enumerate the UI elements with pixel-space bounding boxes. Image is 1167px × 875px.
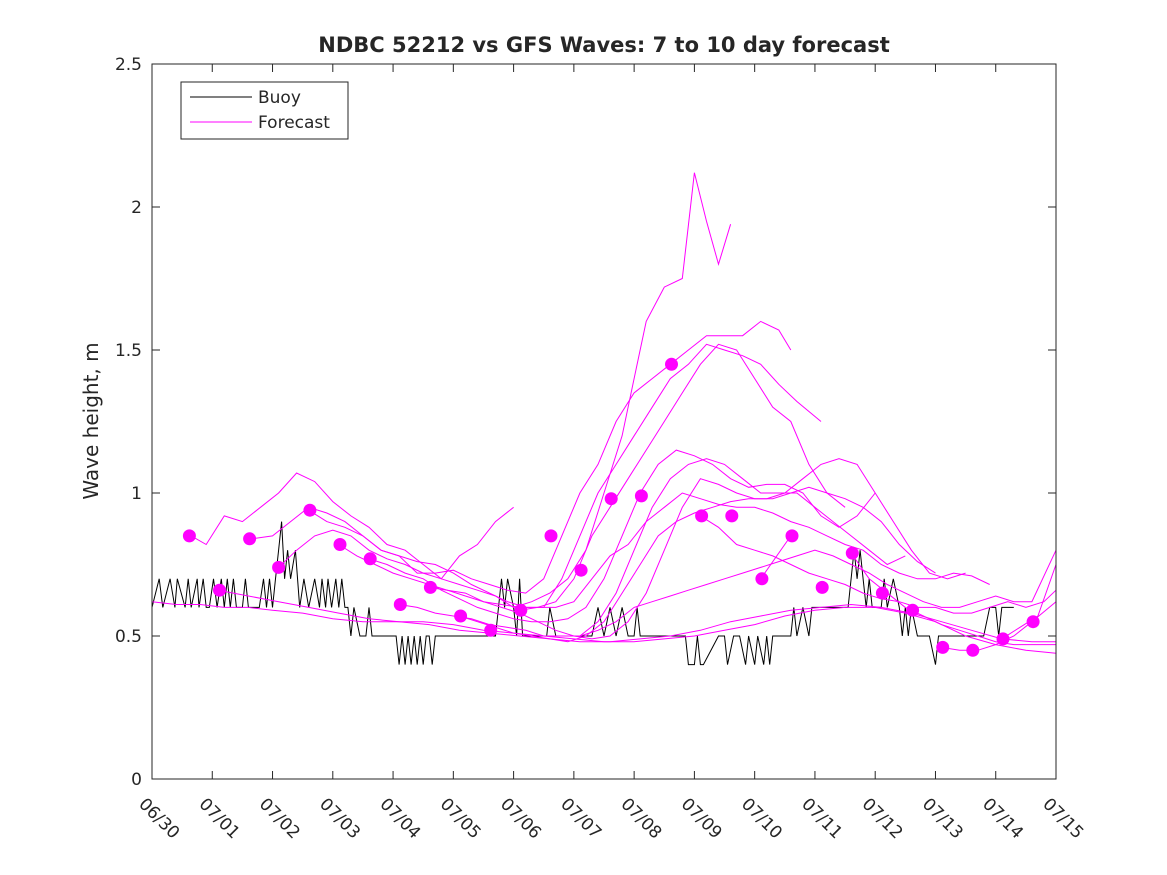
forecast-line-6 [338, 343, 846, 608]
forecast-points [182, 357, 1040, 657]
forecast-point-15 [634, 489, 648, 503]
forecast-point-19 [755, 572, 769, 586]
axes-box [151, 63, 1057, 780]
y-tick-label: 0 [131, 770, 142, 790]
forecast-point-17 [695, 509, 709, 523]
forecast-point-6 [363, 552, 377, 566]
forecast-point-3 [272, 560, 286, 574]
y-tick-label: 2.5 [115, 55, 142, 75]
forecast-line-5 [308, 343, 822, 608]
forecast-point-16 [665, 357, 678, 371]
y-tick-label: 0.5 [115, 627, 142, 647]
chart-title: NDBC 52212 vs GFS Waves: 7 to 10 day for… [318, 33, 889, 57]
plot-area [151, 63, 1057, 780]
forecast-point-10 [484, 623, 498, 637]
forecast-point-13 [574, 563, 588, 577]
forecast-line-14 [760, 535, 792, 580]
forecast-point-25 [936, 640, 950, 654]
forecast-line-2 [190, 472, 514, 580]
forecast-point-11 [514, 603, 528, 617]
legend-buoy-label: Buoy [258, 88, 301, 108]
y-tick-label: 1.5 [115, 341, 142, 361]
forecast-line-3 [251, 320, 792, 594]
legend: Buoy Forecast [180, 81, 349, 140]
forecast-point-21 [815, 580, 829, 594]
forecast-line-8 [399, 458, 906, 637]
forecast-point-5 [333, 538, 347, 551]
forecast-point-9 [454, 609, 468, 623]
legend-box [180, 81, 349, 140]
forecast-point-23 [875, 586, 889, 600]
forecast-point-1 [213, 583, 226, 597]
forecast-point-27 [996, 632, 1010, 646]
forecast-line-9 [429, 478, 936, 640]
y-tick-label: 1 [131, 484, 142, 504]
axes-background [152, 64, 1056, 779]
y-axis-label: Wave height, m [79, 342, 103, 499]
forecast-line-7 [368, 449, 876, 623]
forecast-line-1 [218, 589, 1056, 643]
forecast-line-12 [579, 549, 1057, 637]
forecast-point-28 [1026, 615, 1040, 629]
forecast-point-24 [906, 603, 920, 617]
y-tick-label: 2 [131, 198, 142, 218]
forecast-point-18 [725, 509, 739, 523]
legend-forecast-label: Forecast [258, 113, 330, 133]
forecast-point-2 [243, 532, 257, 546]
y-axis: 0 0.5 1 1.5 2 2.5 [115, 55, 1056, 790]
forecast-point-14 [604, 492, 618, 506]
forecast-point-22 [845, 546, 859, 560]
forecast-point-20 [785, 529, 799, 543]
forecast-point-7 [393, 598, 407, 611]
forecast-line-0 [151, 601, 1057, 654]
forecast-line-10 [459, 458, 966, 643]
forecast-point-8 [423, 580, 437, 594]
forecast-point-4 [303, 503, 317, 517]
forecast-point-26 [966, 643, 980, 657]
forecast-point-0 [182, 529, 196, 543]
forecast-point-12 [544, 529, 558, 543]
forecast-line-11 [519, 492, 990, 611]
